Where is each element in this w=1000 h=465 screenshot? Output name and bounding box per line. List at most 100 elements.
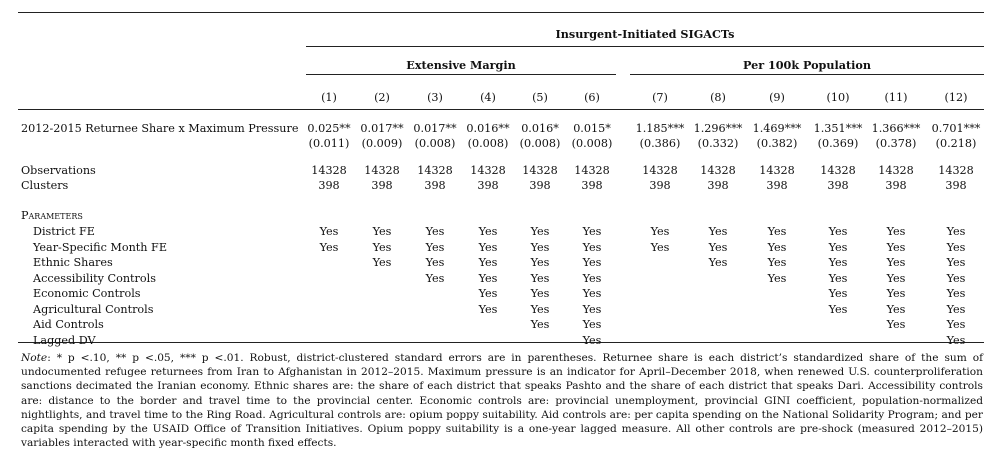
parameter-cell: Yes: [478, 240, 498, 254]
parameter-cell: Yes: [886, 256, 906, 269]
std-error-cell: (0.378): [875, 137, 917, 150]
parameter-cell: Yes: [828, 225, 848, 238]
top-rule: [18, 12, 984, 14]
parameter-cell: Yes: [828, 302, 848, 316]
parameter-cell: Yes: [828, 256, 848, 269]
parameter-cell: Yes: [582, 333, 602, 347]
column-number: (3): [427, 91, 443, 104]
parameter-cell: Yes: [708, 240, 728, 254]
stat-cell: 14328: [522, 164, 558, 177]
stat-cell: 398: [766, 179, 788, 192]
stat-cell: 14328: [642, 164, 678, 177]
parameter-cell: Yes: [708, 225, 728, 238]
parameter-cell: Yes: [425, 240, 445, 254]
parameter-cell: Yes: [946, 333, 966, 347]
parameter-cell: Yes: [767, 240, 787, 254]
parameter-cell: Yes: [372, 225, 392, 238]
std-error-cell: (0.009): [361, 137, 403, 150]
parameter-cell: Yes: [478, 271, 498, 285]
stat-cell: 14328: [470, 164, 506, 177]
coefficient-cell: 0.017**: [413, 122, 457, 135]
coefficient-cell: 1.469***: [752, 122, 802, 135]
stat-cell: 398: [945, 179, 967, 192]
parameter-cell: Yes: [886, 271, 906, 285]
column-number: (1): [321, 91, 337, 104]
stat-label: Clusters: [21, 179, 69, 192]
parameter-cell: Yes: [946, 302, 966, 316]
std-error-cell: (0.008): [519, 137, 561, 150]
coefficient-cell: 0.025**: [307, 122, 351, 135]
stat-cell: 14328: [574, 164, 610, 177]
parameter-cell: Yes: [582, 287, 602, 300]
coefficient-cell: 0.017**: [360, 122, 404, 135]
parameter-cell: Yes: [946, 240, 966, 254]
parameter-cell: Yes: [582, 240, 602, 254]
parameter-cell: Yes: [886, 302, 906, 316]
parameter-cell: Yes: [319, 225, 339, 238]
parameter-label: Lagged DV: [33, 333, 96, 347]
column-number: (11): [884, 91, 908, 104]
stat-cell: 14328: [938, 164, 974, 177]
coefficient-cell: 0.016*: [521, 122, 559, 135]
std-error-cell: (0.011): [308, 137, 350, 150]
stat-cell: 398: [707, 179, 729, 192]
header-rule: [18, 109, 984, 110]
note-label: Note: [21, 352, 48, 364]
column-number: (2): [374, 91, 390, 104]
coefficient-cell: 1.185***: [635, 122, 685, 135]
coefficient-cell: 0.701***: [931, 122, 981, 135]
parameter-cell: Yes: [530, 318, 550, 331]
parameter-cell: Yes: [767, 256, 787, 269]
main-row-label: 2012-2015 Returnee Share x Maximum Press…: [21, 122, 299, 135]
parameter-cell: Yes: [425, 271, 445, 285]
parameter-cell: Yes: [478, 302, 498, 316]
parameter-cell: Yes: [886, 225, 906, 238]
parameters-heading: Parameters: [21, 209, 83, 222]
std-error-cell: (0.008): [467, 137, 509, 150]
parameter-cell: Yes: [650, 225, 670, 238]
parameter-cell: Yes: [478, 256, 498, 269]
parameter-cell: Yes: [650, 240, 670, 254]
parameter-cell: Yes: [946, 225, 966, 238]
column-number: (10): [826, 91, 850, 104]
parameter-cell: Yes: [946, 318, 966, 331]
subgroup-per100k: Per 100k Population: [742, 58, 872, 72]
parameter-cell: Yes: [767, 271, 787, 285]
parameter-label: Agricultural Controls: [33, 302, 154, 316]
coefficient-cell: 0.016**: [466, 122, 510, 135]
parameter-label: Ethnic Shares: [33, 256, 113, 269]
group-title: Insurgent-Initiated SIGACTs: [555, 27, 735, 41]
parameter-cell: Yes: [478, 287, 498, 300]
stat-cell: 398: [827, 179, 849, 192]
column-number: (4): [480, 91, 496, 104]
parameter-cell: Yes: [372, 256, 392, 269]
parameter-cell: Yes: [530, 240, 550, 254]
table-note: Note: * p <.10, ** p <.05, *** p <.01. R…: [21, 351, 983, 450]
parameter-cell: Yes: [886, 287, 906, 300]
column-number: (5): [532, 91, 548, 104]
parameter-cell: Yes: [946, 287, 966, 300]
parameter-cell: Yes: [886, 240, 906, 254]
per100k-underline: [630, 74, 984, 75]
subgroup-extensive-margin: Extensive Margin: [406, 58, 516, 72]
stat-cell: 398: [424, 179, 446, 192]
parameter-cell: Yes: [582, 225, 602, 238]
stat-cell: 14328: [878, 164, 914, 177]
stat-cell: 14328: [364, 164, 400, 177]
parameter-cell: Yes: [425, 256, 445, 269]
std-error-cell: (0.008): [571, 137, 613, 150]
parameter-cell: Yes: [767, 225, 787, 238]
stat-cell: 398: [581, 179, 603, 192]
parameter-cell: Yes: [530, 287, 550, 300]
std-error-cell: (0.332): [697, 137, 739, 150]
stat-cell: 14328: [311, 164, 347, 177]
stat-label: Observations: [21, 164, 96, 177]
parameter-cell: Yes: [582, 256, 602, 269]
parameter-cell: Yes: [828, 271, 848, 285]
stat-cell: 398: [371, 179, 393, 192]
std-error-cell: (0.218): [935, 137, 977, 150]
parameter-cell: Yes: [425, 225, 445, 238]
parameter-cell: Yes: [582, 271, 602, 285]
stat-cell: 14328: [700, 164, 736, 177]
